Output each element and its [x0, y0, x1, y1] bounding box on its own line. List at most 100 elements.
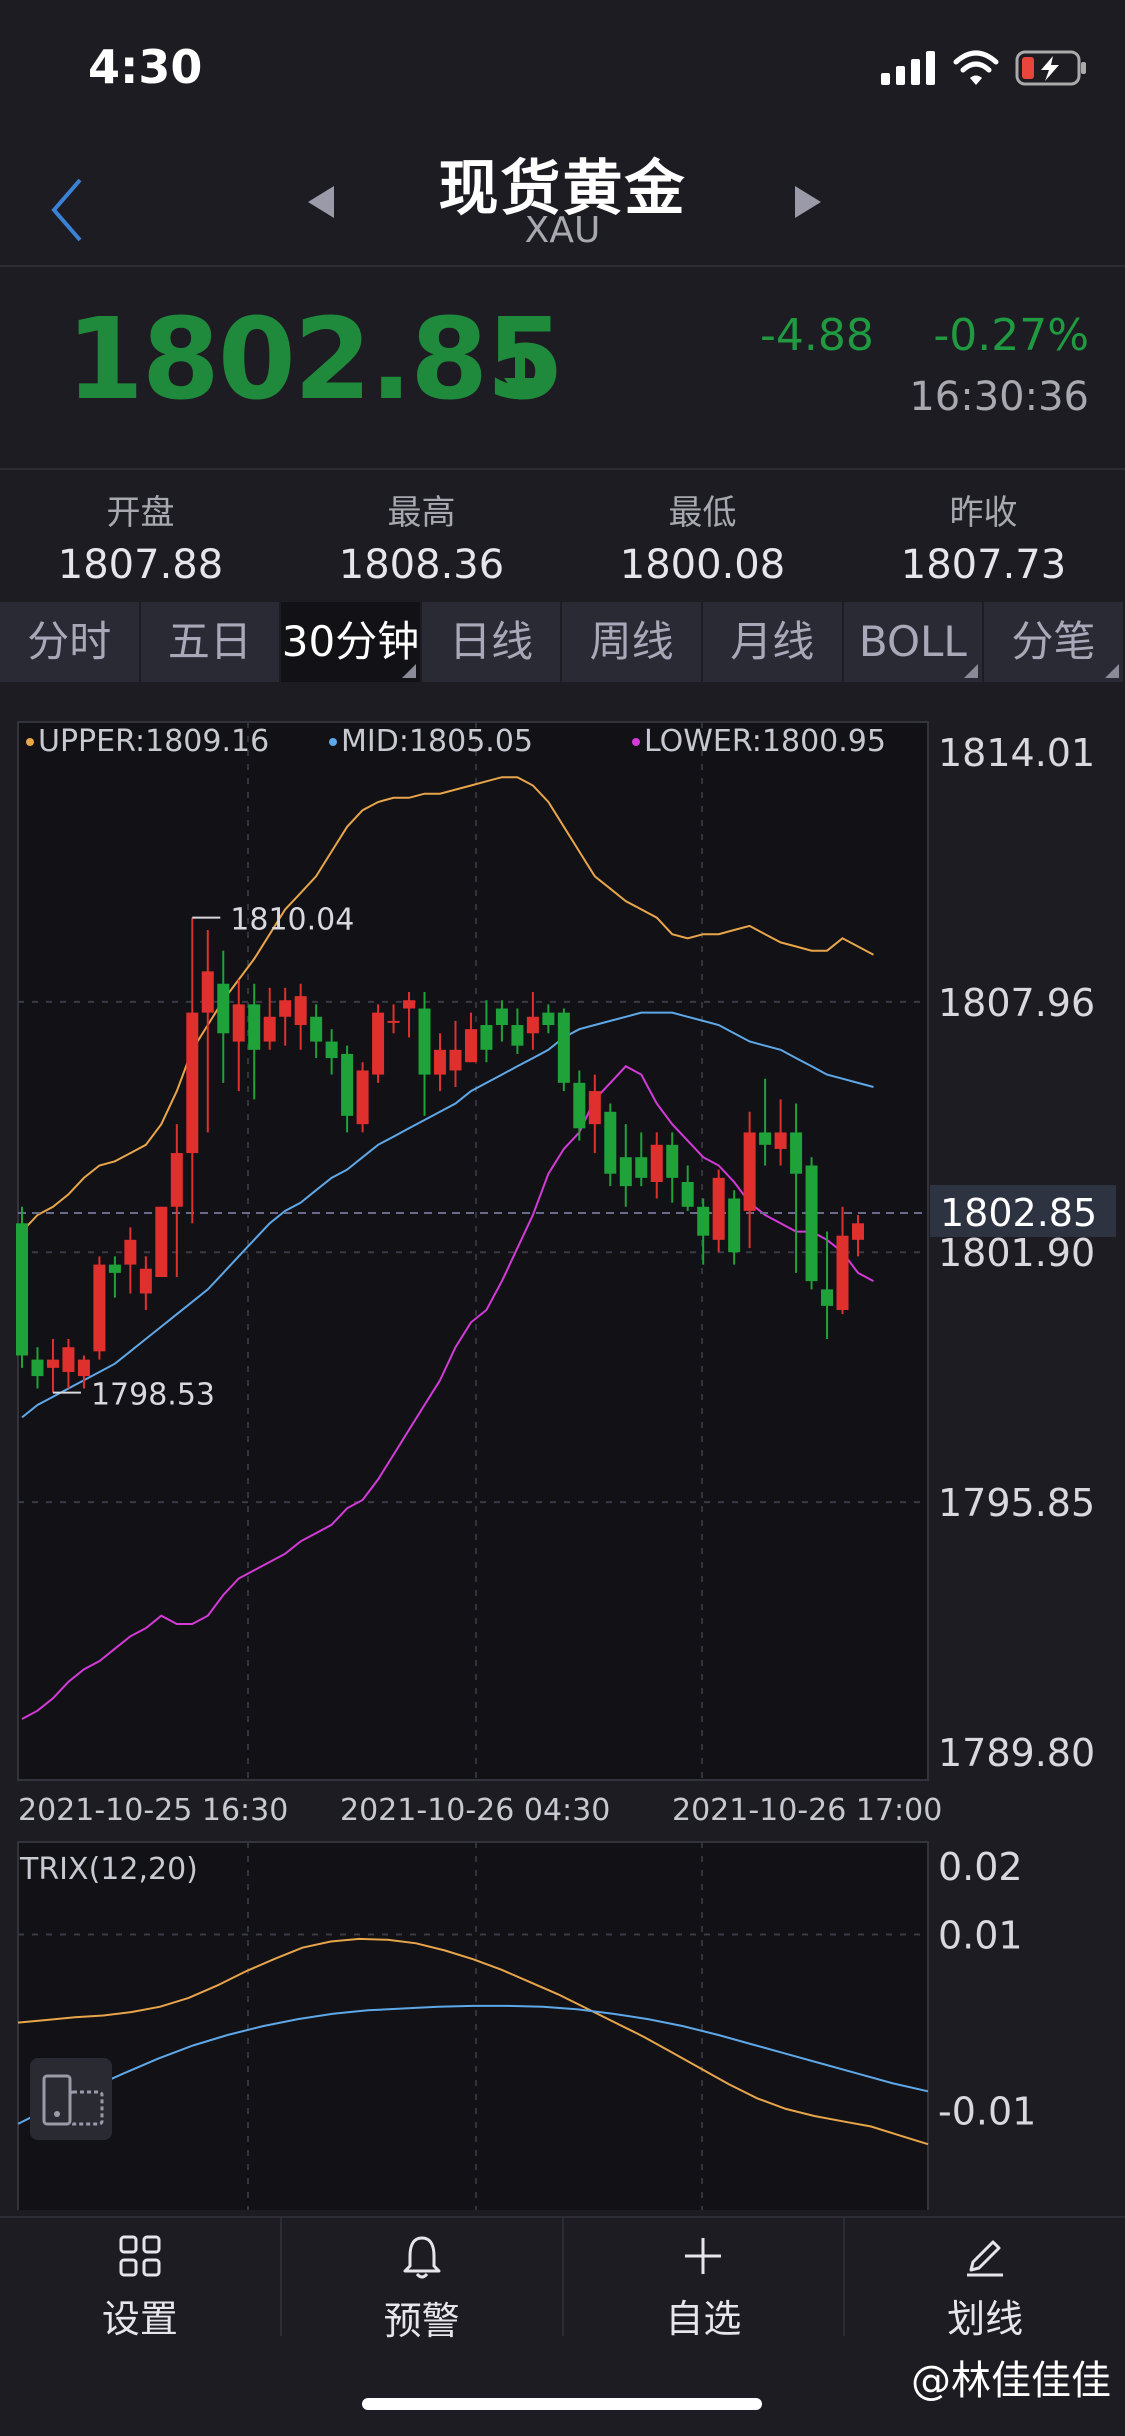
- stat-label: 昨收: [949, 493, 1018, 533]
- high-label: 1810.04: [230, 903, 354, 938]
- candle-body: [170, 1153, 183, 1207]
- boll-lower-line: [21, 1065, 874, 1720]
- candle-body: [341, 1053, 354, 1116]
- low-label: 1798.53: [91, 1378, 215, 1413]
- candle-body: [434, 1049, 446, 1075]
- trix-panel: [17, 1841, 929, 2210]
- candle-body: [604, 1111, 617, 1174]
- candle-body: [93, 1264, 106, 1352]
- candle-body: [821, 1289, 834, 1306]
- next-triangle-icon[interactable]: [785, 180, 829, 224]
- stat-low: 最低 1800.08: [562, 485, 843, 588]
- candle-body: [403, 1000, 416, 1009]
- candle-body: [666, 1144, 679, 1178]
- toolbar-label: 设置: [101, 2297, 178, 2341]
- grid-icon: [119, 2235, 161, 2277]
- home-indicator[interactable]: [362, 2398, 762, 2410]
- watchlist-button[interactable]: 自选: [564, 2218, 846, 2341]
- candle-body: [186, 1012, 199, 1154]
- candle-body: [619, 1157, 632, 1187]
- dropdown-corner-icon: [964, 664, 979, 678]
- stat-open: 开盘 1807.88: [0, 485, 281, 588]
- tab-intraday[interactable]: 分时: [0, 602, 141, 682]
- candle-body: [279, 1000, 292, 1017]
- tab-daily[interactable]: 日线: [422, 602, 563, 682]
- toolbar-label: 预警: [383, 2299, 460, 2343]
- trix-tick-label: 0.02: [938, 1845, 1023, 1889]
- candle-body: [325, 1041, 338, 1059]
- boll-lines: [18, 776, 928, 1720]
- dropdown-corner-icon: [1104, 664, 1119, 678]
- toolbar-label: 自选: [665, 2297, 742, 2341]
- signal-icon: [881, 51, 935, 85]
- candle-body: [697, 1206, 710, 1236]
- dropdown-corner-icon: [401, 664, 416, 678]
- legend-upper: UPPER:1809.16: [38, 724, 269, 759]
- candle-body: [480, 1025, 493, 1050]
- candle-body: [774, 1132, 787, 1149]
- candle-body: [728, 1198, 741, 1253]
- watermark: @林佳佳佳: [911, 2358, 1111, 2404]
- candle-body: [759, 1132, 772, 1145]
- trix-tick-label: 0.01: [938, 1914, 1023, 1958]
- candle-body: [852, 1223, 864, 1240]
- tab-weekly[interactable]: 周线: [562, 602, 703, 682]
- tab-boll[interactable]: BOLL: [844, 602, 985, 682]
- trix-grid: [18, 1842, 928, 2210]
- candle-body: [62, 1347, 75, 1372]
- tab-label: BOLL: [858, 617, 967, 666]
- settings-button[interactable]: 设置: [0, 2218, 282, 2341]
- stat-value: 1808.36: [338, 542, 505, 588]
- candle-body: [387, 1020, 400, 1023]
- nav-bar: 现货黄金 XAU: [0, 130, 1125, 265]
- candle-body: [790, 1132, 803, 1174]
- page-title: 现货黄金: [438, 154, 687, 224]
- x-label: 2021-10-26 04:30: [340, 1793, 610, 1828]
- tab-label: 30分钟: [281, 617, 420, 666]
- price-change: -4.88: [760, 310, 874, 361]
- main-grid: 1814.01 1807.96 1801.90 1795.85 1789.80: [18, 722, 1095, 1780]
- stat-value: 1807.88: [57, 542, 224, 588]
- candle-body: [310, 1016, 323, 1042]
- candle-body: [449, 1049, 462, 1071]
- trix-label: TRIX(12,20): [19, 1852, 198, 1887]
- trix-ma-line: [17, 2004, 929, 2125]
- stat-prev-close: 昨收 1807.73: [843, 485, 1124, 588]
- candle-body: [46, 1359, 59, 1368]
- stat-value: 1807.73: [900, 542, 1067, 588]
- tab-monthly[interactable]: 月线: [703, 602, 844, 682]
- back-chevron-icon[interactable]: [44, 170, 94, 250]
- candle-body: [372, 1012, 385, 1075]
- tab-ticks[interactable]: 分笔: [984, 602, 1125, 682]
- boll-upper-line: [21, 776, 874, 1233]
- price-change-percent: -0.27%: [933, 310, 1089, 361]
- boll-mid-line: [21, 1011, 874, 1419]
- draw-line-button[interactable]: 划线: [845, 2218, 1125, 2341]
- price-chart[interactable]: 1814.01 1807.96 1801.90 1795.85 1789.80 1810…: [0, 710, 1125, 2210]
- candle-body: [495, 1008, 508, 1026]
- plus-icon: [685, 2238, 722, 2274]
- current-price-label: 1802.85: [940, 1191, 1097, 1235]
- x-label: 2021-10-26 17:00: [672, 1793, 942, 1828]
- landscape-button[interactable]: [30, 2058, 112, 2140]
- alert-button[interactable]: 预警: [282, 2218, 564, 2343]
- stat-high: 最高 1808.36: [281, 485, 562, 588]
- candle-body: [248, 1004, 261, 1050]
- quote-time: 16:30:36: [909, 374, 1089, 420]
- candle-body: [805, 1165, 818, 1282]
- trix-line: [17, 1937, 929, 2146]
- y-tick-label: 1801.90: [938, 1231, 1095, 1275]
- prev-triangle-icon[interactable]: [300, 180, 344, 224]
- divider: [0, 265, 1125, 267]
- candle-body: [77, 1359, 90, 1377]
- tab-five-day[interactable]: 五日: [141, 602, 282, 682]
- tab-label: 分笔: [1011, 617, 1096, 666]
- tab-30min[interactable]: 30分钟: [281, 602, 422, 682]
- upper-legend-dot: [26, 738, 34, 746]
- candle-body: [31, 1359, 44, 1377]
- toolbar-label: 划线: [947, 2297, 1024, 2341]
- trix-ticks: 0.02 0.01 -0.01: [938, 1845, 1036, 2134]
- candle-body: [201, 971, 214, 1013]
- candle-body: [836, 1235, 849, 1311]
- candle-body: [232, 1004, 245, 1042]
